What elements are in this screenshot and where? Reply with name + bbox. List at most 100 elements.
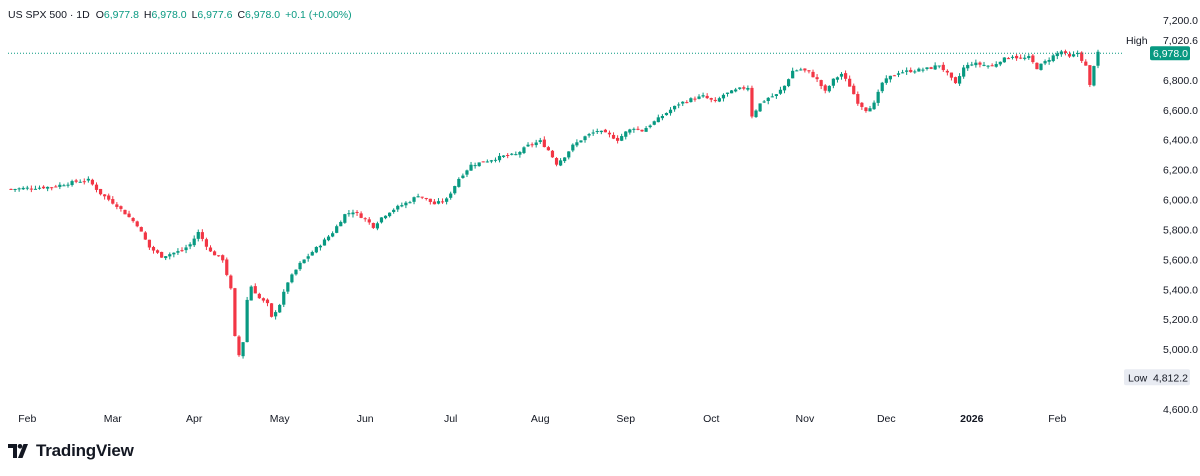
candles-layer [9, 49, 1100, 359]
candle-body [257, 293, 261, 299]
candle-body [754, 110, 758, 118]
candle [550, 149, 555, 158]
candle [164, 256, 168, 261]
candle [1027, 53, 1031, 60]
candle [656, 114, 660, 123]
time-tick-label: Aug [531, 413, 550, 425]
candle [607, 130, 612, 138]
tradingview-logo[interactable]: TradingView [8, 441, 134, 461]
candle-body [379, 217, 384, 223]
candle [449, 191, 453, 200]
candle-body [135, 221, 139, 227]
candle-body [966, 64, 970, 69]
candle [98, 188, 103, 196]
candle-body [929, 67, 933, 69]
candle-body [208, 247, 213, 252]
candle-body [571, 144, 575, 151]
candle [677, 102, 681, 109]
time-tick-label: Dec [877, 413, 896, 425]
candle [221, 254, 225, 263]
candle-body [155, 250, 160, 253]
candle [518, 150, 522, 158]
candle-body [786, 79, 791, 87]
candle-body [457, 178, 461, 187]
candle [994, 61, 998, 68]
candle [937, 65, 941, 69]
candle-body [37, 187, 42, 189]
price-tick-label: 5,200.0 [1163, 314, 1198, 326]
candle [754, 109, 758, 118]
candle-body [689, 98, 693, 103]
candle [489, 159, 493, 164]
candle [66, 182, 70, 188]
candle [86, 176, 90, 183]
candle [786, 78, 791, 88]
candle [941, 62, 945, 72]
last-price-marker-value: 6,978.0 [1153, 48, 1188, 60]
price-axis[interactable]: 7,200.0 6,800.0 6,600.0 6,400.0 6,200.0 6,000… [1163, 15, 1198, 416]
candle [278, 303, 282, 313]
candle [54, 184, 58, 188]
time-axis[interactable]: Feb Mar Apr May Jun Jul Aug Sep Oct Nov Dec 2026 Feb [18, 413, 1066, 425]
price-tick-label: 5,600.0 [1163, 254, 1198, 266]
candle-body [294, 269, 298, 275]
candle-body [408, 202, 412, 204]
candle [827, 85, 831, 93]
candle-body [363, 218, 367, 220]
candle-body [978, 62, 982, 65]
candle [868, 105, 872, 112]
candle-body [758, 103, 762, 112]
candle [200, 229, 204, 242]
candle [856, 91, 860, 106]
candle [147, 239, 152, 250]
candle-body [697, 96, 701, 99]
candle-body [400, 205, 404, 207]
candle [774, 93, 778, 99]
candle [843, 70, 848, 82]
candle [233, 287, 237, 337]
candle-body [111, 199, 115, 204]
candle-body [803, 68, 807, 71]
candle-body [1039, 63, 1043, 70]
candle [135, 220, 139, 228]
low-marker-value: 4,812.2 [1153, 372, 1188, 384]
candle [428, 198, 432, 205]
candle-body [550, 150, 555, 158]
candle [587, 132, 591, 138]
candle-body [343, 214, 347, 223]
candle-body [302, 259, 306, 264]
candle-body [461, 175, 465, 178]
candle [237, 335, 241, 357]
candle [681, 101, 685, 107]
time-tick-label: Jul [444, 413, 457, 425]
candle-body [563, 157, 567, 162]
candle [184, 244, 188, 254]
candle-body [168, 254, 172, 257]
candle-body [933, 65, 937, 70]
candle [616, 135, 620, 144]
candle-body [888, 75, 892, 80]
candle [225, 257, 229, 277]
candle-body [286, 282, 290, 292]
candle [571, 143, 575, 153]
candle [78, 179, 82, 183]
time-tick-label: May [270, 413, 291, 425]
candle [115, 202, 119, 210]
candle [949, 72, 954, 81]
candle-body [388, 212, 392, 217]
open-label: O [95, 9, 104, 21]
candle [74, 178, 78, 184]
candle [758, 103, 762, 113]
candle [514, 151, 518, 156]
candle [160, 251, 164, 258]
symbol-title[interactable]: US SPX 500 · 1D [8, 9, 90, 21]
candle-body [713, 99, 717, 102]
candle-body [974, 62, 978, 66]
candle [1092, 65, 1096, 87]
time-tick-label: Jun [357, 413, 374, 425]
candle-body [896, 73, 901, 75]
candle [172, 252, 176, 258]
candle [412, 196, 416, 205]
candle-body [94, 184, 99, 190]
